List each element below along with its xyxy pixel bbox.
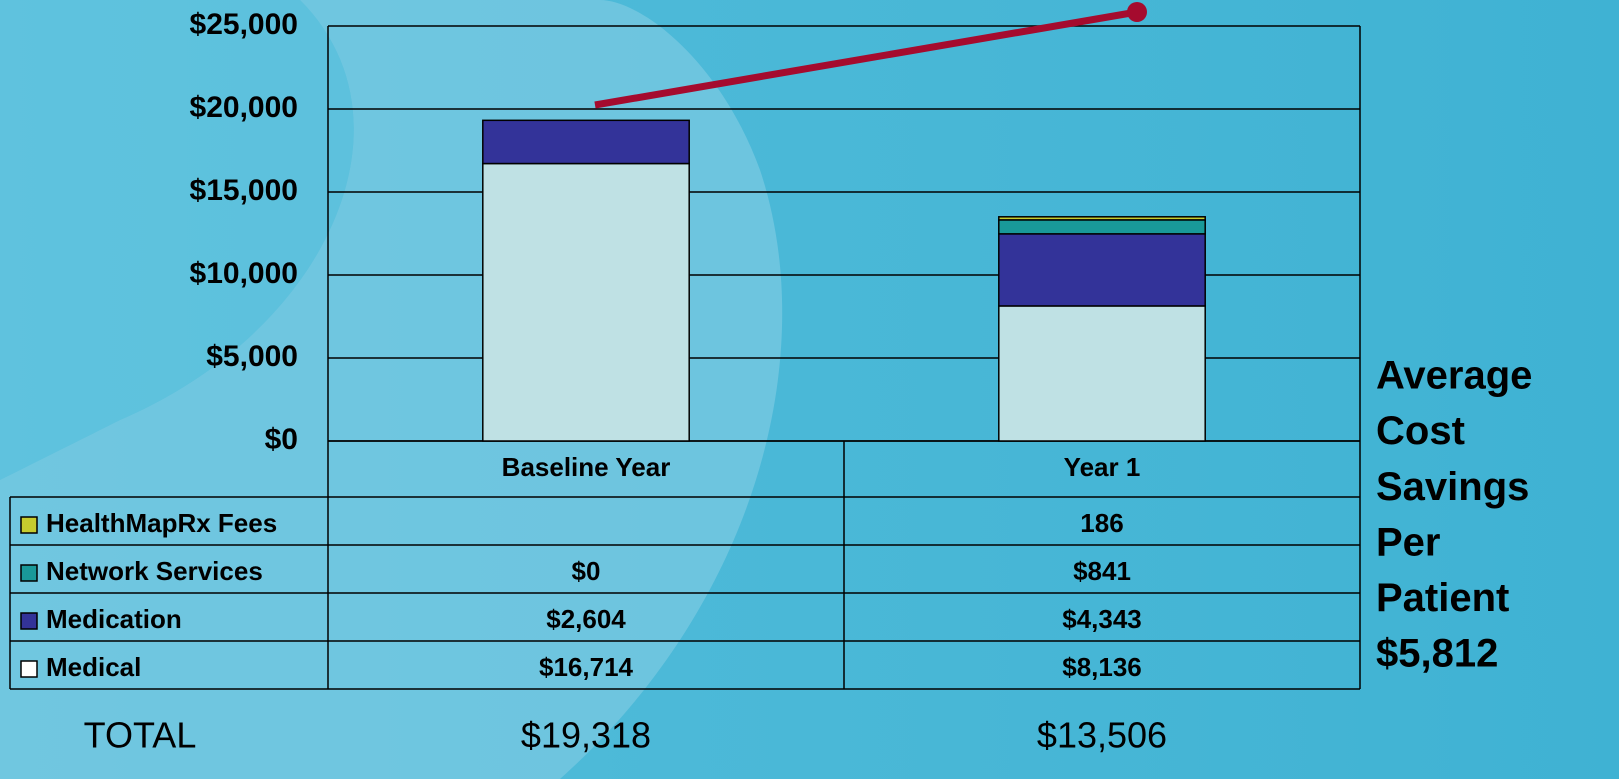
y-tick-label: $15,000 — [190, 174, 298, 207]
legend-label: Medication — [46, 604, 182, 634]
annotation: $5,812 — [1376, 632, 1498, 676]
total-label: $13,506 — [1037, 715, 1167, 756]
bar-segment — [482, 119, 690, 165]
table-value: $841 — [1073, 556, 1131, 586]
legend-label: Medical — [46, 652, 141, 682]
table-value: $16,714 — [539, 652, 634, 682]
background-swoosh — [0, 0, 354, 480]
total-label: $19,318 — [521, 715, 651, 756]
legend-key — [20, 516, 38, 534]
table-value: $0 — [572, 556, 601, 586]
bar-segment — [998, 216, 1206, 221]
table-value: 186 — [1080, 508, 1123, 538]
y-tick-label: $10,000 — [190, 257, 298, 290]
y-tick-label: $0 — [265, 423, 298, 456]
category-label: Baseline Year — [502, 452, 671, 482]
y-tick-label: $5,000 — [206, 340, 298, 373]
legend-key — [20, 660, 38, 678]
legend-key — [20, 612, 38, 630]
total-title: TOTAL — [84, 715, 197, 756]
bar-segment — [998, 305, 1206, 442]
category-label: Year 1 — [1064, 452, 1141, 482]
bar-segment — [998, 233, 1206, 307]
y-tick-label: $20,000 — [190, 91, 298, 124]
legend-label: Network Services — [46, 556, 263, 586]
legend-label: HealthMapRx Fees — [46, 508, 277, 538]
table-value: $8,136 — [1062, 652, 1142, 682]
annotation: Savings — [1376, 465, 1529, 509]
table-value: $4,343 — [1062, 604, 1142, 634]
bar-segment — [998, 219, 1206, 235]
annotation: Cost — [1376, 409, 1465, 453]
trend-arrow-head — [1127, 2, 1147, 22]
bar-segment — [482, 162, 690, 442]
annotation: Average — [1376, 354, 1532, 398]
annotation: Patient — [1376, 576, 1509, 620]
trend-arrow — [594, 8, 1138, 109]
annotation: Per — [1376, 520, 1441, 564]
legend-key — [20, 564, 38, 582]
plot: $0 $5,000 $10,000 $15,000 $20,000 $25,000 Base… — [9, 8, 1532, 756]
table-value: $2,604 — [546, 604, 626, 634]
y-tick-label: $25,000 — [190, 8, 298, 41]
